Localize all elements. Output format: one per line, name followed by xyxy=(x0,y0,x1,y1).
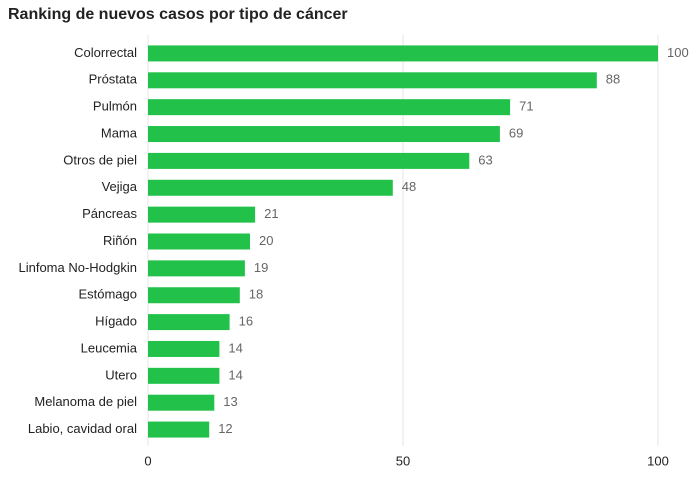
value-label: 14 xyxy=(228,367,242,382)
value-label: 20 xyxy=(259,233,273,248)
bar xyxy=(148,152,470,169)
bar xyxy=(148,179,393,196)
y-tick-label: Pulmón xyxy=(93,99,137,114)
value-label: 19 xyxy=(254,260,268,275)
value-label: 48 xyxy=(402,179,416,194)
y-tick-label: Mama xyxy=(101,125,138,140)
value-label: 21 xyxy=(264,206,278,221)
y-tick-label: Estómago xyxy=(78,287,137,302)
bar xyxy=(148,45,658,62)
bar xyxy=(148,72,597,89)
value-label: 71 xyxy=(519,99,533,114)
bar xyxy=(148,233,250,250)
x-tick-label: 50 xyxy=(396,453,410,468)
value-label: 69 xyxy=(509,125,523,140)
bar xyxy=(148,421,210,438)
x-tick-label: 100 xyxy=(647,453,669,468)
bar xyxy=(148,260,245,277)
bar xyxy=(148,314,230,331)
value-label: 18 xyxy=(249,287,263,302)
y-tick-label: Vejiga xyxy=(102,179,138,194)
y-tick-label: Hígado xyxy=(95,314,137,329)
y-tick-label: Labio, cavidad oral xyxy=(28,421,137,436)
y-tick-label: Colorrectal xyxy=(74,45,137,60)
bar xyxy=(148,367,220,384)
value-label: 16 xyxy=(239,314,253,329)
y-tick-label: Próstata xyxy=(89,72,138,87)
y-tick-label: Linfoma No-Hodgkin xyxy=(18,260,137,275)
y-tick-label: Utero xyxy=(105,367,137,382)
y-tick-label: Riñón xyxy=(103,233,137,248)
chart-title: Ranking de nuevos casos por tipo de cánc… xyxy=(8,6,348,23)
value-label: 100 xyxy=(667,45,689,60)
y-tick-label: Otros de piel xyxy=(63,152,137,167)
y-tick-label: Páncreas xyxy=(82,206,137,221)
x-tick-label: 0 xyxy=(144,453,151,468)
y-tick-label: Melanoma de piel xyxy=(34,394,137,409)
bar xyxy=(148,126,500,143)
bar xyxy=(148,206,256,223)
value-label: 13 xyxy=(223,394,237,409)
value-label: 12 xyxy=(218,421,232,436)
value-label: 14 xyxy=(228,340,242,355)
bar xyxy=(148,340,220,357)
value-label: 88 xyxy=(606,72,620,87)
bar xyxy=(148,287,240,304)
bar xyxy=(148,99,511,116)
bar xyxy=(148,394,215,411)
y-tick-label: Leucemia xyxy=(81,340,138,355)
value-label: 63 xyxy=(478,152,492,167)
